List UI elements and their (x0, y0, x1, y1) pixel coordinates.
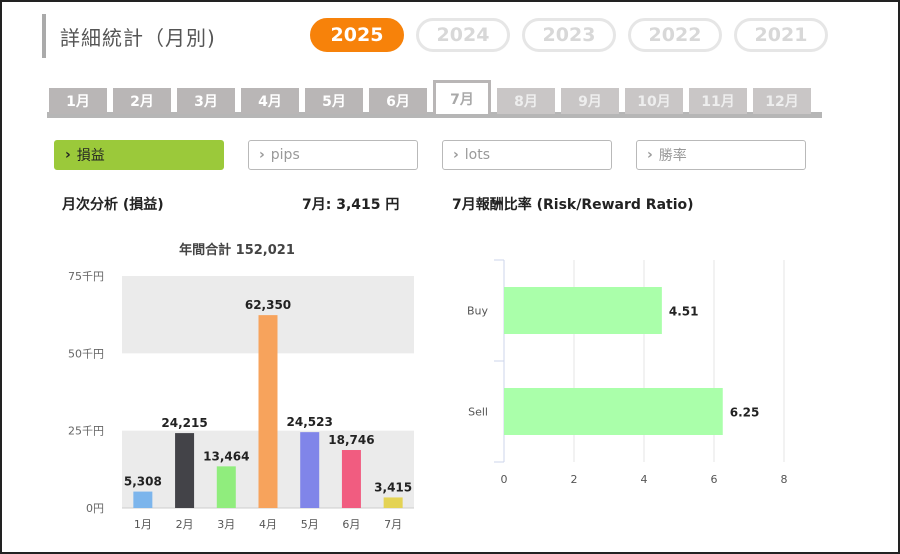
tab-month-4[interactable]: 4月 (241, 88, 299, 114)
chevron-right-icon: › (65, 147, 71, 163)
y-tick-label: 75千円 (68, 270, 104, 283)
bar-value-label: 62,350 (245, 298, 291, 312)
chevron-right-icon: › (647, 147, 653, 163)
x-tick-label: 2 (571, 473, 578, 486)
metric-label: lots (464, 147, 491, 163)
x-tick-label: 0 (501, 473, 508, 486)
year-pill-2022[interactable]: 2022 (628, 18, 722, 52)
tab-month-11[interactable]: 11月 (689, 88, 747, 114)
page-title: 詳細統計（月別) (60, 25, 216, 50)
y-tick-label: Sell (468, 406, 488, 419)
bar-value-label: 3,415 (374, 480, 412, 494)
metric-button-pips[interactable]: › pips (248, 140, 418, 170)
x-tick-label: 6月 (342, 518, 360, 531)
hbar-Buy (504, 287, 662, 334)
chevron-right-icon: › (453, 147, 459, 163)
metric-button-winrate[interactable]: › 勝率 (636, 140, 806, 170)
metric-label: pips (270, 147, 300, 163)
bar-7月 (383, 497, 403, 508)
metric-button-lots[interactable]: › lots (442, 140, 612, 170)
bar-value-label: 5,308 (124, 475, 162, 489)
rr-ratio-chart: 0 2 4 6 8 Buy 4.51 Sell 6.25 (467, 259, 788, 486)
tab-month-1[interactable]: 1月 (49, 88, 107, 114)
bar-3月 (216, 466, 236, 508)
x-tick-label: 4 (641, 473, 648, 486)
metric-label: 損益 (76, 148, 105, 164)
x-tick-label: 3月 (217, 518, 235, 531)
y-tick-label: Buy (467, 305, 489, 318)
monthly-bar-chart: 年間合計 152,021 0円 25千円 50千円 75千円 5,308 1月 24,215… (68, 242, 414, 531)
bar-4月 (258, 315, 278, 508)
x-tick-label: 2月 (176, 518, 194, 531)
x-tick-label: 8 (781, 473, 788, 486)
year-selector: 2025 2024 2023 2022 2021 (310, 18, 828, 52)
month-tabs-baseline (47, 112, 822, 118)
x-tick-label: 1月 (134, 518, 152, 531)
chevron-right-icon: › (259, 147, 265, 163)
bar-value-label: 18,746 (328, 433, 374, 447)
month-tabs: 1月 2月 3月 4月 5月 6月 7月 8月 9月 10月 11月 12月 (47, 80, 822, 120)
bar-6月 (341, 450, 361, 508)
y-tick-label: 50千円 (68, 347, 104, 360)
year-pill-2024[interactable]: 2024 (416, 18, 510, 52)
tab-month-8[interactable]: 8月 (497, 88, 555, 114)
bar-value-label: 24,215 (161, 416, 207, 430)
bar-value-label: 24,523 (287, 415, 333, 429)
hbar-value-label: 6.25 (730, 406, 760, 420)
tab-month-9[interactable]: 9月 (561, 88, 619, 114)
tab-month-12[interactable]: 12月 (753, 88, 811, 114)
bar-2月 (175, 433, 195, 508)
tab-month-3[interactable]: 3月 (177, 88, 235, 114)
year-pill-2023[interactable]: 2023 (522, 18, 616, 52)
hbar-value-label: 4.51 (669, 305, 699, 319)
tab-month-10[interactable]: 10月 (625, 88, 683, 114)
y-tick-label: 25千円 (68, 425, 104, 438)
year-pill-2021[interactable]: 2021 (734, 18, 828, 52)
bar-value-label: 13,464 (203, 449, 249, 463)
y-tick-label: 0円 (86, 502, 104, 515)
x-tick-label: 5月 (301, 518, 319, 531)
bar-5月 (300, 432, 320, 508)
tab-month-6[interactable]: 6月 (369, 88, 427, 114)
bar-1月 (133, 491, 153, 508)
x-tick-label: 6 (711, 473, 718, 486)
tab-month-7[interactable]: 7月 (433, 80, 491, 114)
metric-label: 勝率 (658, 148, 687, 164)
tab-month-5[interactable]: 5月 (305, 88, 363, 114)
x-tick-label: 4月 (259, 518, 277, 531)
hbar-Sell (504, 388, 723, 435)
metric-button-profit[interactable]: › 損益 (54, 140, 224, 170)
chart-title: 年間合計 152,021 (179, 242, 295, 258)
x-tick-label: 7月 (384, 518, 402, 531)
title-bar: 詳細統計（月別) (42, 14, 216, 58)
year-pill-2025[interactable]: 2025 (310, 18, 404, 52)
monthly-value: 7月: 3,415 円 (302, 197, 400, 213)
tab-month-2[interactable]: 2月 (113, 88, 171, 114)
ratio-title: 7月報酬比率 (Risk/Reward Ratio) (452, 197, 694, 213)
monthly-analysis-title: 月次分析 (損益) (62, 197, 164, 213)
